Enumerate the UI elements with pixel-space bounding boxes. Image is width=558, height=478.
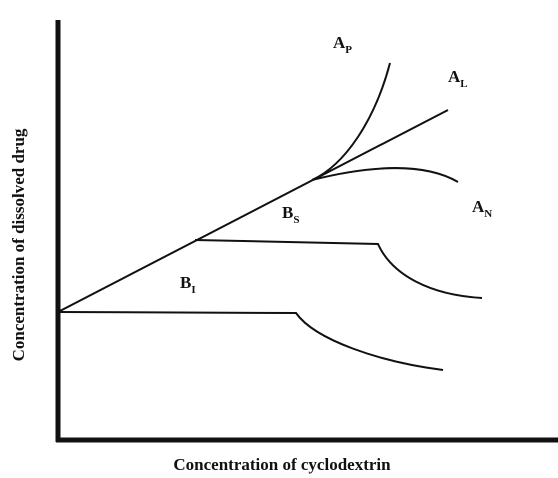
x-axis-label: Concentration of cyclodextrin	[173, 455, 391, 474]
curve-bs	[194, 239, 483, 299]
curve-bi	[57, 311, 444, 371]
label-al: AL	[448, 67, 468, 90]
y-axis-label: Concentration of dissolved drug	[9, 128, 28, 361]
label-ap: AP	[333, 33, 352, 56]
line-al	[57, 109, 449, 313]
label-bs: BS	[282, 203, 299, 226]
curve-an	[311, 167, 459, 183]
curve-ap	[311, 62, 391, 181]
label-bi: BI	[180, 273, 196, 296]
label-an: AN	[472, 197, 492, 220]
